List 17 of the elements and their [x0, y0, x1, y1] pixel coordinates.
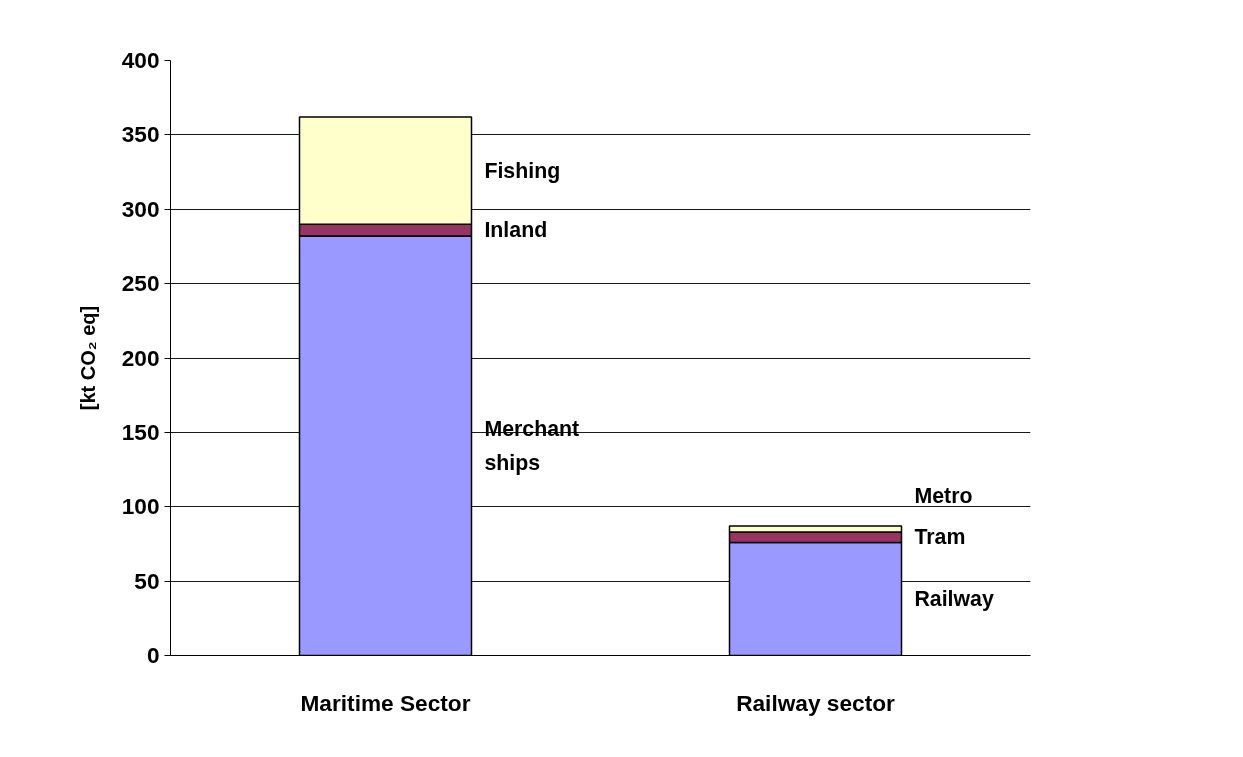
x-tick-label: Railway sector: [736, 689, 896, 716]
annotation: Metro: [914, 483, 973, 508]
y-axis-title: [kt CO₂ eq]: [76, 305, 99, 411]
y-tick-label: 300: [121, 195, 160, 222]
annotation: Fishing: [484, 158, 561, 183]
x-tick-label: Maritime Sector: [300, 689, 471, 716]
annotation: Inland: [484, 218, 548, 243]
y-tick-label: 150: [121, 418, 160, 445]
y-tick-label: 50: [134, 567, 160, 594]
y-tick-label: 0: [146, 642, 160, 668]
y-tick-label: 200: [121, 344, 160, 371]
y-tick-label: 350: [121, 121, 160, 148]
annotation: Railway: [914, 586, 994, 611]
y-tick-label: 100: [121, 493, 160, 520]
y-tick-label: 250: [121, 270, 160, 297]
y-tick-label: 400: [121, 47, 160, 73]
annotation: Tram: [914, 525, 966, 550]
